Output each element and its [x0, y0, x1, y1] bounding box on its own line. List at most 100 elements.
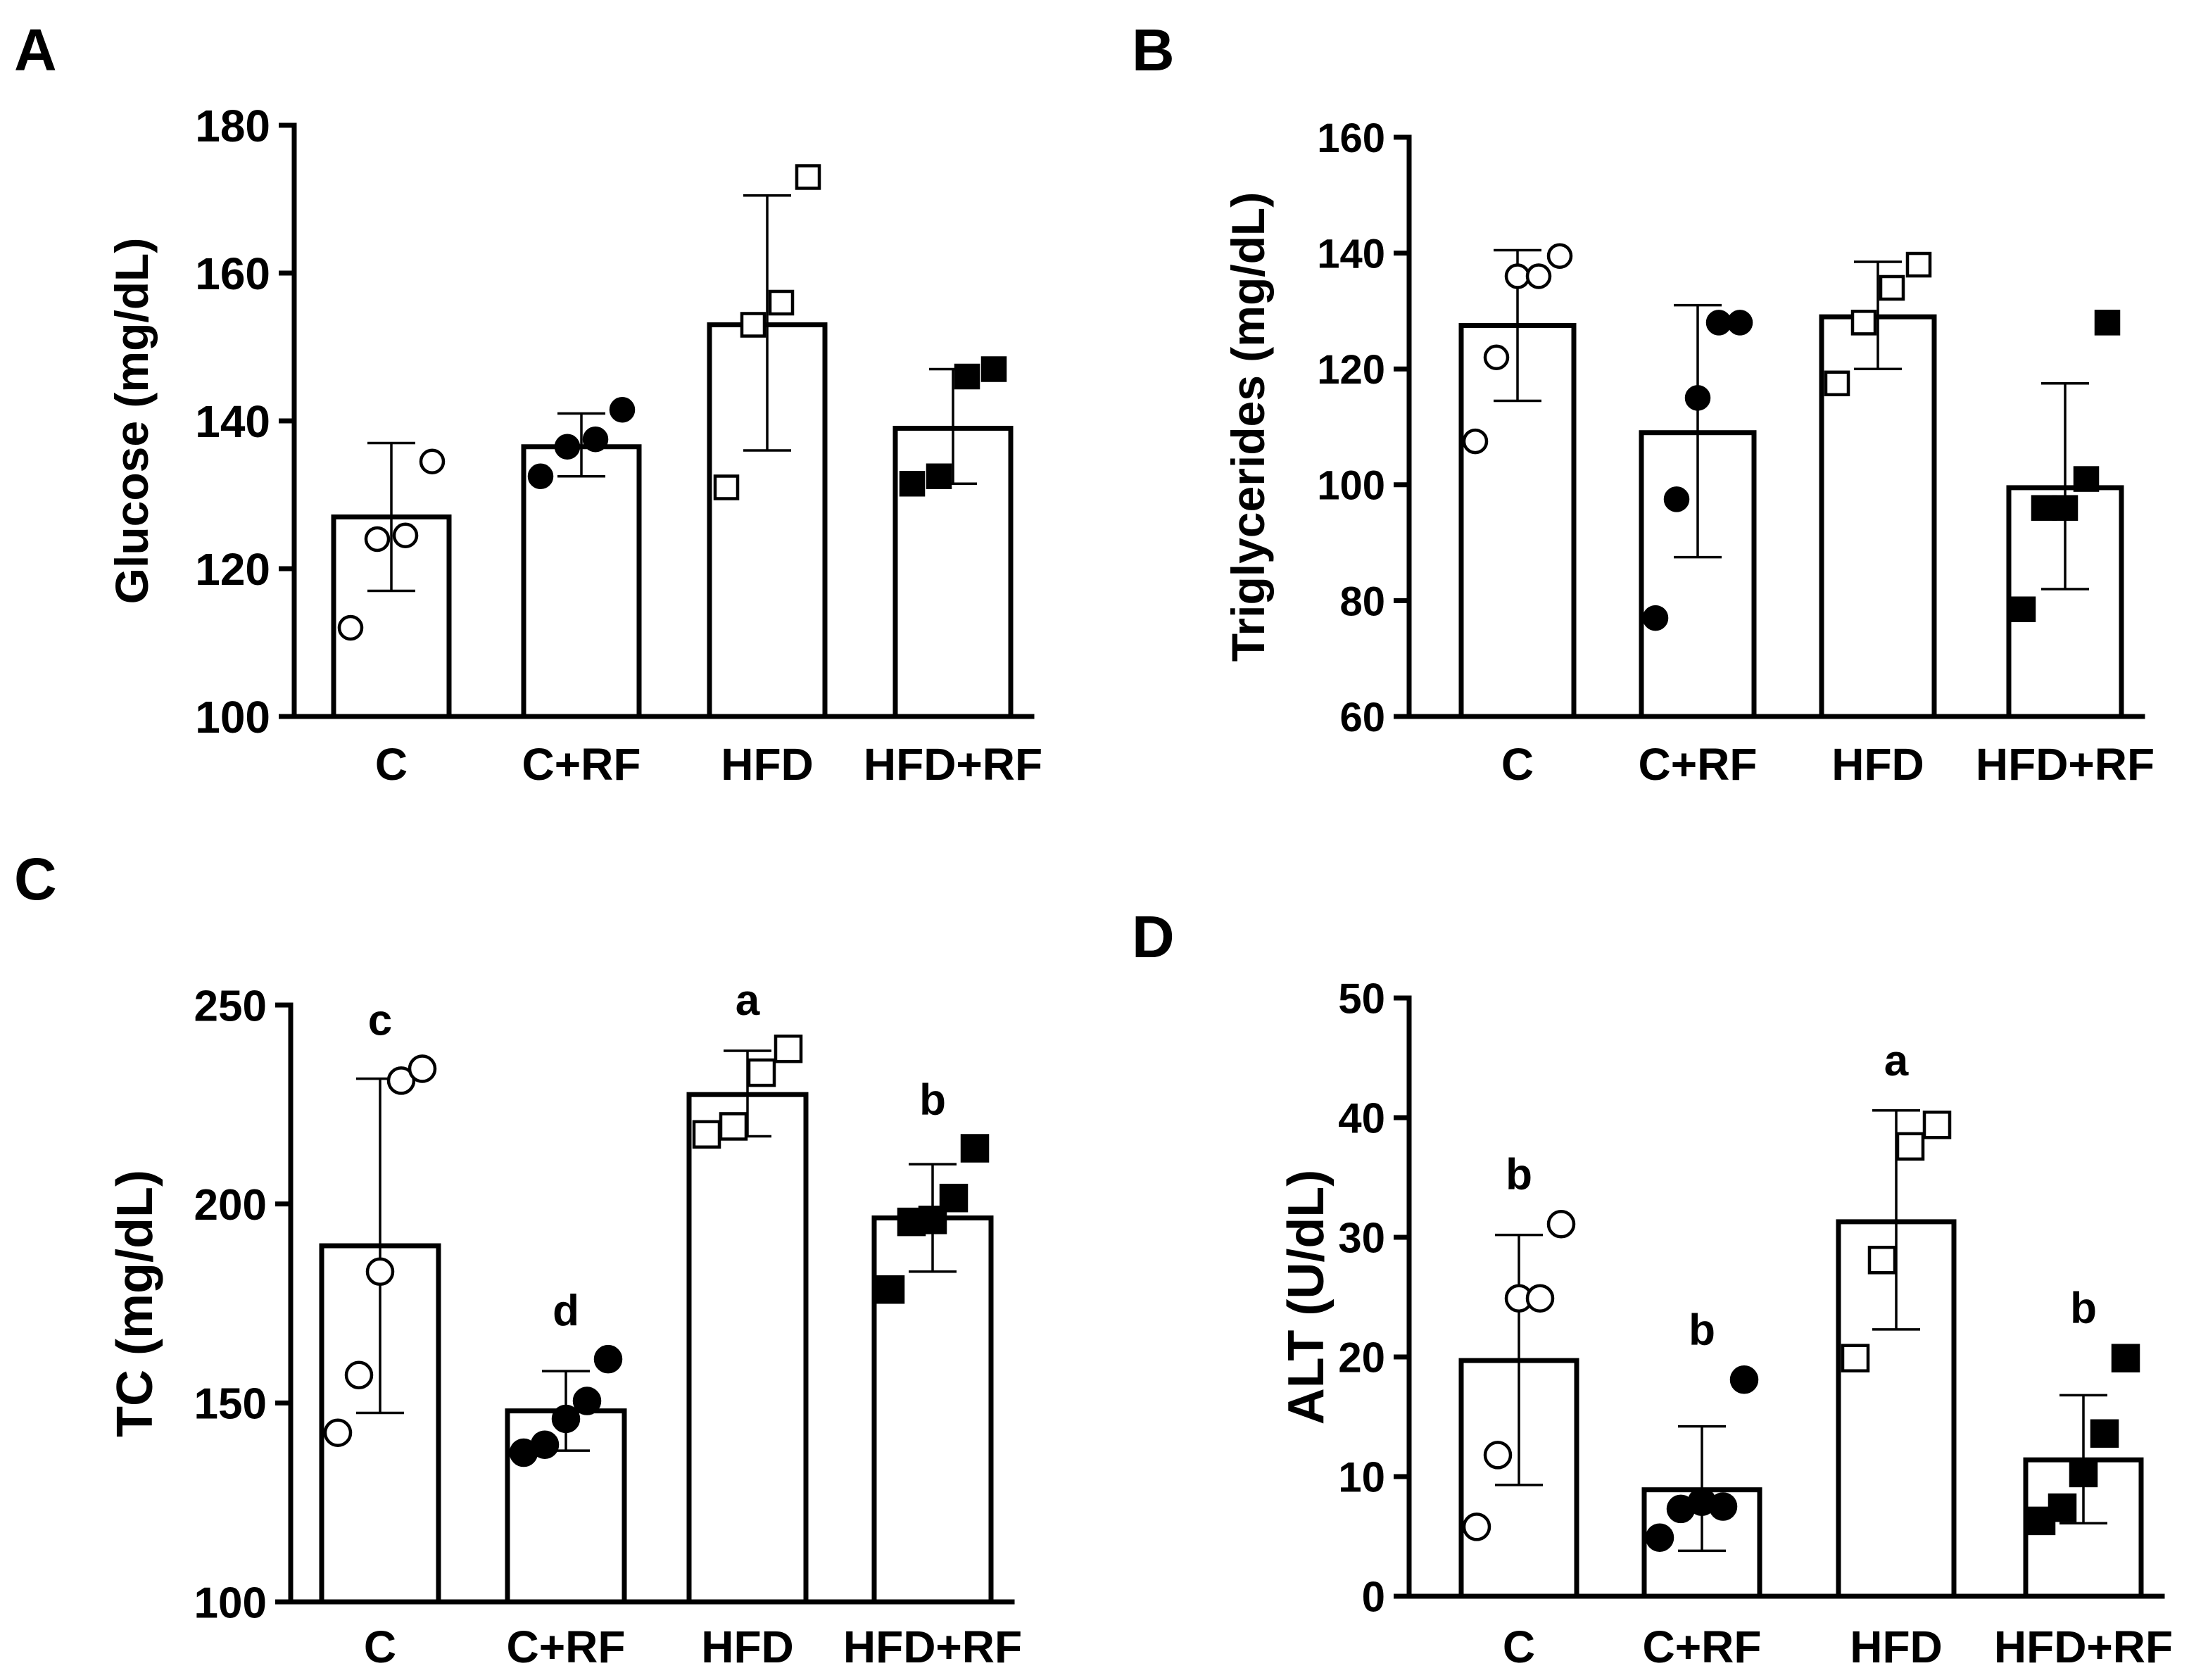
data-point: [1879, 274, 1905, 301]
y-tick-label: 160: [195, 248, 270, 299]
x-tick-label: C: [364, 1622, 396, 1672]
data-point: [1642, 605, 1669, 631]
x-tick-label: HFD: [1831, 739, 1924, 790]
data-point: [609, 397, 636, 423]
data-point: [1504, 263, 1531, 289]
data-point: [337, 614, 364, 641]
x-tick-label: HFD+RF: [843, 1622, 1022, 1672]
data-point: [392, 522, 419, 548]
data-point: [2073, 466, 2100, 492]
data-point: [419, 448, 446, 474]
data-point: [899, 471, 926, 497]
data-point: [408, 1054, 437, 1083]
data-point: [1546, 1210, 1576, 1239]
x-tick-label: C: [1503, 1622, 1535, 1672]
data-point: [2111, 1344, 2140, 1372]
data-point: [960, 1134, 990, 1163]
data-point: [1663, 486, 1690, 512]
significance-letter: a: [736, 976, 760, 1025]
y-tick-label: 0: [1362, 1574, 1385, 1621]
data-point: [2094, 310, 2121, 336]
x-tick-label: C+RF: [507, 1622, 626, 1672]
y-tick-label: 200: [194, 1181, 267, 1230]
data-point: [2069, 1458, 2098, 1488]
data-point: [1462, 428, 1489, 455]
panel-a: A 100 120 140 160 180 Glucose (mg/dL) C C+RF HFD H…: [14, 17, 1042, 790]
data-point: [1727, 310, 1753, 336]
y-tick-label: 100: [1317, 463, 1385, 509]
y-tick-label: 140: [195, 396, 270, 447]
y-tick-label: 10: [1338, 1454, 1385, 1501]
y-tick-label: 30: [1338, 1215, 1385, 1262]
data-point: [323, 1418, 353, 1447]
data-point: [740, 312, 767, 338]
data-point: [527, 463, 554, 489]
y-axis-title: ALT (U/dL): [1278, 1170, 1335, 1425]
data-point: [1645, 1523, 1674, 1552]
x-tick-label: C+RF: [1643, 1622, 1762, 1672]
y-tick-label: 250: [194, 982, 267, 1030]
data-point: [1729, 1365, 1759, 1394]
data-point: [572, 1387, 602, 1415]
y-tick-label: 100: [195, 692, 270, 743]
data-point: [2090, 1419, 2119, 1448]
data-point: [1525, 1284, 1555, 1313]
data-point: [1922, 1110, 1952, 1139]
data-point: [768, 289, 795, 316]
x-tick-label: HFD: [1850, 1622, 1943, 1672]
data-point: [593, 1344, 623, 1374]
y-tick-label: 40: [1338, 1095, 1385, 1142]
y-axis-title: Glucose (mg/dL): [106, 238, 158, 605]
x-tick-label: C: [375, 739, 408, 790]
x-tick-label: HFD+RF: [1994, 1622, 2173, 1672]
data-point: [365, 1257, 395, 1287]
data-point: [713, 474, 740, 500]
x-tick-label: HFD: [701, 1622, 794, 1672]
data-point: [1895, 1132, 1925, 1161]
data-point: [2031, 495, 2057, 521]
data-point: [719, 1112, 748, 1141]
x-tick-label: C+RF: [522, 739, 641, 790]
data-point: [1525, 263, 1552, 289]
y-tick-label: 120: [1317, 347, 1385, 393]
y-tick-label: 20: [1338, 1334, 1385, 1382]
panel-label: C: [14, 846, 57, 912]
data-point: [554, 434, 581, 460]
data-point: [1867, 1246, 1897, 1275]
significance-letter: b: [919, 1076, 946, 1125]
data-point: [2010, 596, 2036, 622]
significance-letter: b: [1506, 1150, 1532, 1199]
data-point: [1483, 1441, 1513, 1470]
data-point: [1824, 370, 1850, 397]
data-point: [1841, 1344, 1870, 1372]
x-tick-label: HFD: [721, 739, 814, 790]
x-tick-label: HFD+RF: [864, 739, 1042, 790]
x-tick-label: C: [1501, 739, 1534, 790]
significance-letter: a: [1884, 1037, 1909, 1085]
data-point: [1462, 1512, 1491, 1541]
data-point: [926, 463, 952, 489]
bar: [686, 1092, 809, 1605]
data-point: [1684, 385, 1711, 411]
y-tick-label: 80: [1339, 579, 1385, 624]
data-point: [774, 1034, 803, 1063]
significance-letter: b: [2070, 1284, 2097, 1333]
x-tick-label: HFD+RF: [1976, 739, 2155, 790]
y-tick-label: 100: [194, 1579, 267, 1627]
y-tick-label: 140: [1317, 231, 1385, 277]
data-point: [386, 1066, 416, 1095]
data-point: [980, 356, 1007, 382]
data-point: [1850, 310, 1877, 336]
y-tick-label: 60: [1339, 695, 1385, 740]
panel-b: B 60 80 100 120 140 160 Triglycerides (mg/dL) C C…: [1132, 17, 2155, 790]
data-point: [1705, 310, 1732, 336]
data-point: [2052, 495, 2078, 521]
significance-letter: c: [368, 996, 392, 1044]
panel-label: D: [1132, 904, 1175, 970]
data-point: [747, 1058, 776, 1087]
panel-d: D 0 10 20 30 40 50 ALT (U/dL) b Cb C+RF a HFD b HFD+RF: [1132, 904, 2173, 1672]
x-tick-label: C+RF: [1639, 739, 1758, 790]
data-point: [2048, 1493, 2077, 1522]
significance-letter: d: [553, 1287, 579, 1335]
